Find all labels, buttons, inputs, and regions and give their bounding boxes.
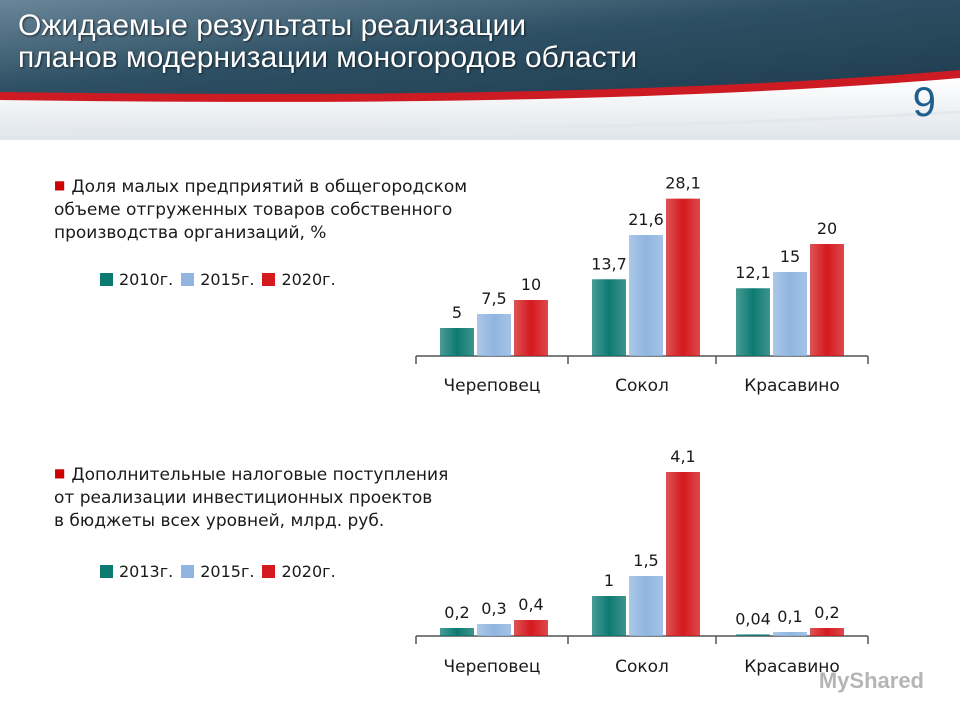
- data-label: 7,5: [481, 289, 506, 308]
- data-label: 0,2: [444, 603, 469, 622]
- legend-item: 2010г.: [100, 270, 173, 289]
- legend-swatch-blue: [181, 565, 195, 578]
- legend-swatch-red: [262, 273, 276, 286]
- data-label: 0,3: [481, 599, 506, 618]
- category-label: Сокол: [615, 657, 669, 677]
- legend-label: 2013г.: [119, 562, 174, 581]
- title-line-1: Ожидаемые результаты реализации: [18, 9, 527, 42]
- bar: [440, 328, 474, 356]
- bar: [773, 632, 807, 636]
- data-label: 20: [817, 219, 837, 238]
- bar: [773, 272, 807, 356]
- data-label: 21,6: [628, 210, 664, 229]
- legend-swatch-teal: [100, 273, 113, 286]
- data-label: 28,1: [665, 174, 701, 193]
- legend-label: 2015г.: [200, 562, 255, 581]
- data-label: 0,1: [777, 607, 802, 626]
- bar: [810, 628, 844, 636]
- chart2-plot: 0,2 0,3 0,4 Череповец 1 1,5 4,1 Сокол 0,04 0,1 0,2…: [415, 447, 869, 677]
- data-label: 4,1: [670, 447, 695, 466]
- category-label: Красавино: [744, 657, 840, 677]
- bar: [629, 576, 663, 636]
- category-label: Красавино: [744, 376, 840, 396]
- data-label: 1,5: [633, 551, 658, 570]
- category-label: Череповец: [444, 657, 541, 677]
- bar: [736, 634, 770, 636]
- legend-swatch-blue: [181, 273, 195, 286]
- bar: [477, 624, 511, 636]
- chart1-caption: ■ Доля малых предприятий в общегородском …: [54, 174, 534, 245]
- legend-label: 2010г.: [119, 270, 174, 289]
- category-label: Череповец: [444, 376, 541, 396]
- legend-label: 2015г.: [200, 270, 255, 289]
- legend-item: 2015г.: [181, 270, 254, 289]
- chart2-caption-line-2: от реализации инвестиционных проектов: [54, 488, 433, 508]
- bar: [629, 235, 663, 356]
- data-label: 0,2: [814, 603, 839, 622]
- legend-item: 2015г.: [181, 562, 254, 581]
- data-label: 15: [780, 247, 800, 266]
- chart2-caption-line-3: в бюджеты всех уровней, млрд. руб.: [54, 511, 385, 531]
- chart1-caption-line-1: ■ Доля малых предприятий в общегородском: [54, 177, 468, 197]
- legend-label: 2020г.: [281, 562, 336, 581]
- page-number: 9: [912, 78, 936, 125]
- legend-swatch-red: [262, 565, 276, 578]
- legend-item: 2013г.: [100, 562, 173, 581]
- title-line-2: планов модернизации моногородов области: [18, 41, 638, 74]
- bullet-icon: ■: [54, 466, 66, 480]
- chart1-caption-line-2: объеме отгруженных товаров собственного: [54, 200, 453, 220]
- chart2-caption-line-1: ■ Дополнительные налоговые поступления: [54, 465, 449, 485]
- legend-label: 2020г.: [281, 270, 336, 289]
- bar: [592, 279, 626, 356]
- bar: [666, 198, 700, 356]
- data-label: 10: [521, 275, 541, 294]
- data-label: 0,04: [735, 609, 771, 628]
- bar: [440, 628, 474, 636]
- chart2-legend: 2013г. 2015г. 2020г.: [100, 562, 344, 581]
- legend-item: 2020г.: [262, 270, 336, 289]
- data-label: 12,1: [735, 263, 771, 282]
- data-label: 5: [452, 303, 462, 322]
- data-label: 1: [604, 571, 614, 590]
- data-label: 13,7: [591, 254, 627, 273]
- bar: [592, 596, 626, 636]
- data-label: 0,4: [518, 595, 543, 614]
- legend-item: 2020г.: [262, 562, 336, 581]
- slide-header: [0, 0, 960, 140]
- bar: [477, 314, 511, 356]
- watermark: MyShared: [818, 668, 924, 693]
- chart1-caption-line-3: производства организаций, %: [54, 223, 327, 243]
- chart2-caption: ■ Дополнительные налоговые поступления от…: [54, 462, 534, 533]
- bar: [736, 288, 770, 356]
- chart1-plot: 5 7,5 10 Череповец 13,7 21,628,1 Сокол 12,1 15 20…: [415, 174, 869, 396]
- legend-swatch-teal: [100, 565, 113, 578]
- category-label: Сокол: [615, 376, 669, 396]
- bar: [514, 620, 548, 636]
- bullet-icon: ■: [54, 178, 66, 192]
- bar: [810, 244, 844, 356]
- slide-title: Ожидаемые результаты реализации планов м…: [18, 10, 918, 74]
- bar: [514, 300, 548, 356]
- chart1-legend: 2010г. 2015г. 2020г.: [100, 270, 344, 289]
- bar: [666, 472, 700, 636]
